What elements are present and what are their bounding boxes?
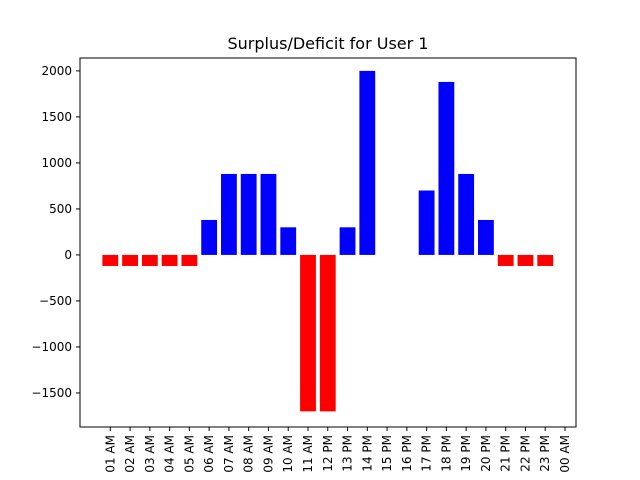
bar-03-am [141, 254, 158, 266]
bar-08-am [240, 173, 257, 255]
x-tick-label: 09 AM [261, 435, 275, 473]
x-tick-label: 16 PM [400, 435, 414, 472]
x-tick-label: 02 AM [123, 435, 137, 473]
y-tick-label: 1500 [41, 110, 72, 124]
y-tick-label: 1000 [41, 156, 72, 170]
x-tick-label: 01 AM [103, 435, 117, 473]
x-tick-label: 03 AM [143, 435, 157, 473]
x-tick-label: 06 AM [202, 435, 216, 473]
bar-02-am [122, 254, 138, 266]
bar-22-pm [517, 254, 534, 266]
x-tick-label: 08 AM [242, 435, 256, 473]
x-tick-label: 22 PM [518, 435, 532, 472]
chart-title: Surplus/Deficit for User 1 [227, 34, 428, 53]
y-axis: −1500 −1000 −500 0 500 1000 1500 2000 [31, 64, 80, 400]
bar-17-pm [418, 190, 435, 255]
x-tick-label: 00 AM [558, 435, 572, 473]
x-tick-label: 17 PM [420, 435, 434, 472]
bar-18-pm [438, 81, 455, 255]
bar-06-am [201, 219, 218, 255]
bar-04-am [161, 254, 178, 266]
bars-group [102, 70, 554, 412]
x-tick-label: 15 PM [380, 435, 394, 472]
bar-20-pm [478, 219, 494, 255]
bar-07-am [221, 173, 237, 255]
y-tick-label: −500 [39, 294, 72, 308]
x-tick-label: 20 PM [479, 435, 493, 472]
x-tick-label: 21 PM [499, 435, 513, 472]
x-axis: 01 AM 02 AM 03 AM 04 AM 05 AM 06 AM 07 AM 08 AM… [103, 427, 572, 473]
bar-12-pm [319, 254, 336, 412]
bar-13-pm [339, 227, 356, 255]
x-tick-label: 11 AM [301, 435, 315, 473]
bar-19-pm [458, 173, 475, 255]
x-tick-label: 23 PM [538, 435, 552, 472]
x-tick-label: 13 PM [341, 435, 355, 472]
x-tick-label: 18 PM [439, 435, 453, 472]
y-tick-label: 500 [49, 202, 72, 216]
bar-05-am [181, 254, 198, 266]
x-tick-label: 05 AM [182, 435, 196, 473]
bar-23-pm [537, 254, 554, 266]
bar-14-pm [359, 70, 376, 255]
bar-11-am [300, 254, 316, 412]
x-tick-label: 10 AM [281, 435, 295, 473]
bar-09-am [260, 173, 277, 255]
x-tick-label: 07 AM [222, 435, 236, 473]
x-tick-label: 04 AM [163, 435, 177, 473]
x-tick-label: 14 PM [360, 435, 374, 472]
bar-10-am [280, 227, 297, 255]
y-tick-label: −1500 [31, 386, 72, 400]
y-tick-label: −1000 [31, 340, 72, 354]
bar-01-am [102, 254, 119, 266]
y-tick-label: 2000 [41, 64, 72, 78]
bar-21-pm [497, 254, 514, 266]
x-tick-label: 12 PM [321, 435, 335, 472]
x-tick-label: 19 PM [459, 435, 473, 472]
y-tick-label: 0 [64, 248, 72, 262]
